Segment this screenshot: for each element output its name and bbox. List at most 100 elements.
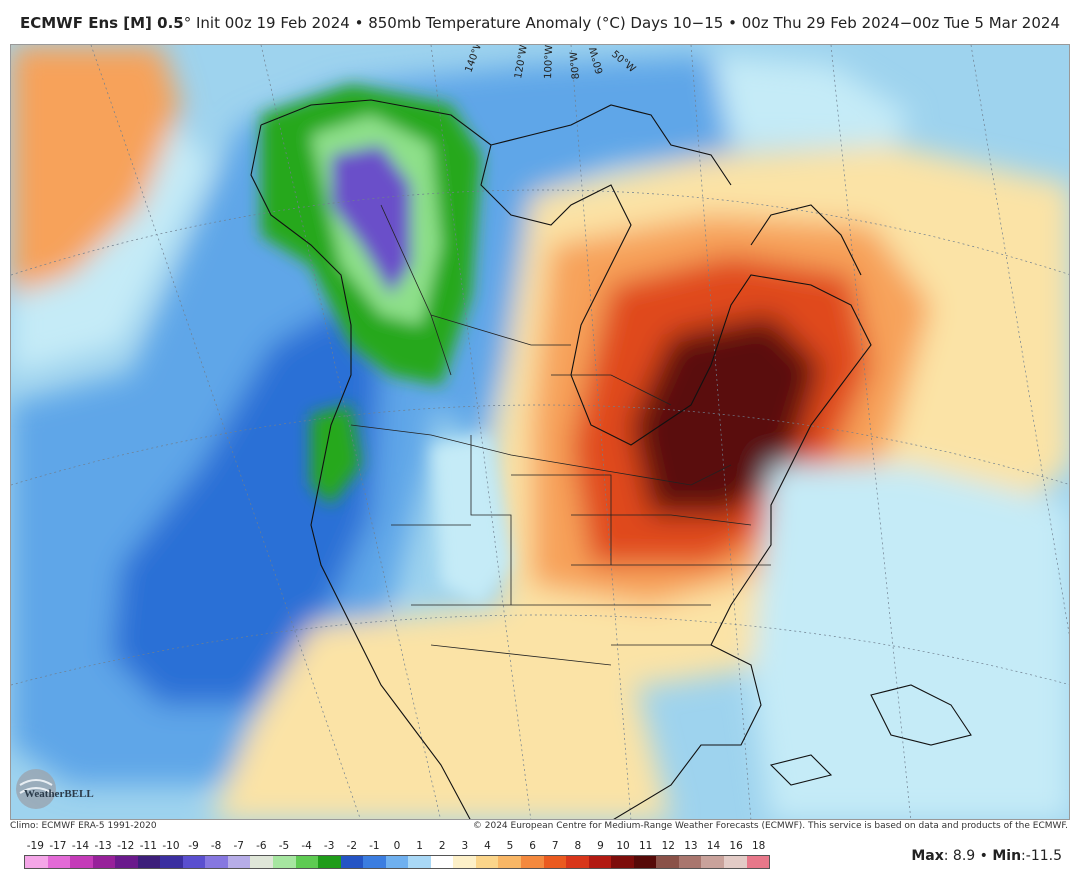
min-label: Min	[992, 848, 1022, 864]
colorbar-label: -4	[301, 840, 312, 852]
colorbar-swatch	[115, 856, 138, 868]
colorbar-label: 4	[484, 840, 491, 852]
colorbar-label: -10	[162, 840, 180, 852]
colorbar-swatch	[70, 856, 93, 868]
max-label: Max	[911, 848, 944, 864]
colorbar-label: -17	[49, 840, 67, 852]
colorbar: -19 -17 -14 -13 -12 -11 -10 -9 -8 -7 -6 -5 -4 -3 -2 -1 0…	[24, 840, 770, 874]
colorbar-swatch	[475, 856, 499, 868]
colorbar-swatch	[453, 856, 476, 868]
colorbar-swatch	[408, 856, 431, 868]
title-left: ECMWF Ens [M] 0.5° Init 00z 19 Feb 2024 …	[20, 14, 626, 32]
climatology-note: Climo: ECMWF ERA-5 1991-2020	[10, 821, 157, 831]
colorbar-label: 7	[551, 840, 559, 852]
coastlines	[250, 99, 972, 819]
colorbar-labels: -19 -17 -14 -13 -12 -11 -10 -9 -8 -7 -6 -5 -4 -3 -2 -1 0…	[24, 840, 770, 854]
stats-separator: •	[975, 848, 993, 864]
colorbar-label: -13	[94, 840, 112, 852]
colorbar-swatch	[588, 856, 612, 868]
colorbar-label: -3	[323, 840, 335, 852]
valid-period: Days 10−15 • 00z Thu 29 Feb 2024−00z Tue…	[630, 14, 1060, 32]
colorbar-label: -2	[346, 840, 358, 852]
colorbar-swatch	[295, 856, 319, 868]
colorbar-label: -1	[369, 840, 380, 852]
colorbar-swatch	[430, 856, 454, 868]
colorbar-swatch	[340, 856, 364, 868]
cool-light-region	[711, 55, 911, 145]
colorbar-label: 13	[684, 840, 698, 852]
colorbar-swatch	[250, 856, 274, 868]
lon-label-100w: 100°W	[543, 45, 555, 79]
colorbar-swatch	[47, 856, 71, 868]
lon-label-80w: 80°W	[569, 51, 582, 80]
colorbar-label: 11	[638, 840, 653, 852]
graticule	[11, 45, 1069, 819]
colorbar-swatch	[566, 856, 589, 868]
anomaly-field	[11, 45, 1069, 819]
copyright-note: © 2024 European Centre for Medium-Range …	[472, 821, 1068, 831]
init-description: Init 00z 19 Feb 2024 • 850mb Temperature…	[191, 14, 626, 32]
anomaly-map: 140°W 120°W 100°W 80°W 60°W 50°W	[10, 44, 1070, 820]
colorbar-swatch	[633, 856, 657, 868]
green-a-region	[311, 405, 361, 505]
cool-light-region	[431, 435, 511, 605]
colorbar-label: 14	[706, 840, 721, 852]
colorbar-label: 18	[752, 840, 766, 852]
svg-text:WeatherBELL: WeatherBELL	[24, 788, 94, 800]
colorbar-label: -11	[139, 840, 157, 852]
cool-strong-region	[111, 305, 381, 705]
map-svg: 140°W 120°W 100°W 80°W 60°W 50°W	[11, 45, 1069, 819]
colorbar-label: 0	[393, 840, 401, 852]
colorbar-swatch	[92, 856, 116, 868]
colorbar-label: -19	[26, 840, 44, 852]
colorbar-swatch	[723, 856, 747, 868]
colorbar-swatch	[273, 856, 296, 868]
colorbar-label: 2	[438, 840, 446, 852]
colorbar-swatch	[137, 856, 161, 868]
chart-header: ECMWF Ens [M] 0.5° Init 00z 19 Feb 2024 …	[0, 0, 1080, 44]
colorbar-swatches	[24, 855, 770, 869]
colorbar-swatch	[498, 856, 522, 868]
colorbar-swatch	[227, 856, 251, 868]
colorbar-label: -8	[210, 840, 222, 852]
max-value: 8.9	[952, 848, 976, 864]
colorbar-swatch	[385, 856, 409, 868]
colorbar-label: 5	[506, 840, 514, 852]
colorbar-label: -14	[71, 840, 90, 852]
degree-symbol: °	[183, 14, 192, 32]
colorbar-label: -9	[188, 840, 199, 852]
colorbar-label: 1	[416, 840, 423, 852]
warm-mid-region	[11, 45, 181, 295]
colorbar-swatch	[543, 856, 567, 868]
colorbar-label: 3	[461, 840, 469, 852]
colorbar-swatch	[160, 856, 183, 868]
min-value: -11.5	[1025, 848, 1062, 864]
colorbar-swatch	[678, 856, 702, 868]
colorbar-label: 6	[529, 840, 536, 852]
cold-core	[261, 85, 511, 605]
colorbar-label: 12	[661, 840, 675, 852]
weatherbell-logo: WeatherBELL	[14, 767, 110, 813]
colorbar-label: -5	[278, 840, 290, 852]
colorbar-swatch	[521, 856, 544, 868]
colorbar-label: 8	[574, 840, 582, 852]
colorbar-swatch	[318, 856, 341, 868]
colorbar-label: 9	[597, 840, 604, 852]
colorbar-label: 16	[729, 840, 743, 852]
logo-mark: WeatherBELL	[16, 769, 94, 809]
purple-region	[331, 145, 411, 295]
colorbar-swatch	[363, 856, 386, 868]
colorbar-swatch	[205, 856, 228, 868]
colorbar-swatch	[25, 856, 48, 868]
colorbar-swatch	[746, 856, 770, 868]
colorbar-swatch	[701, 856, 724, 868]
model-name: ECMWF Ens [M] 0.5	[20, 14, 184, 32]
cool-light-region	[751, 465, 1069, 819]
max-min-stats: Max: 8.9 • Min:-11.5	[911, 848, 1062, 864]
colorbar-label: -12	[117, 840, 135, 852]
colorbar-label: 10	[616, 840, 630, 852]
political-borders	[350, 204, 771, 666]
colorbar-swatch	[656, 856, 679, 868]
colorbar-swatch	[611, 856, 634, 868]
colorbar-label: -6	[256, 840, 267, 852]
